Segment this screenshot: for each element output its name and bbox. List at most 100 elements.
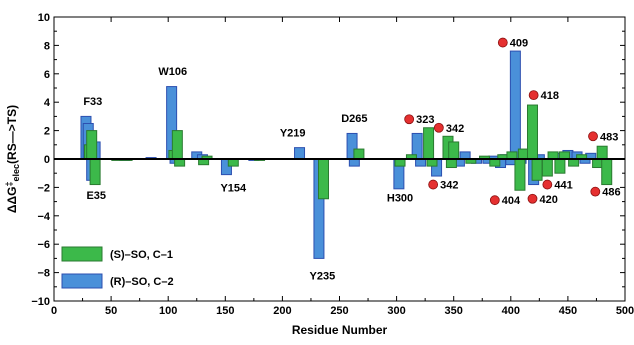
x-tick-label: 350 — [445, 305, 463, 317]
bar — [526, 104, 538, 160]
bar — [423, 127, 435, 160]
site-marker: 323 — [404, 114, 435, 126]
bar — [489, 158, 501, 167]
bar — [353, 148, 365, 160]
residue-label: D265 — [341, 113, 367, 125]
bar — [171, 130, 183, 160]
site-marker-label: 420 — [539, 194, 557, 206]
site-marker: 342 — [428, 179, 459, 192]
site-marker-dot — [528, 90, 539, 100]
site-marker-dot — [542, 179, 553, 190]
y-tick-label: −4 — [37, 211, 50, 223]
site-marker-label: 486 — [602, 187, 620, 199]
site-marker-dot — [588, 131, 598, 142]
site-marker-label: 409 — [510, 38, 528, 50]
bar — [86, 130, 98, 160]
site-marker-label: 418 — [541, 90, 559, 102]
y-tick-label: 6 — [44, 69, 50, 81]
y-tick-label: −10 — [31, 296, 50, 308]
x-tick-label: 250 — [330, 305, 348, 317]
y-tick-label: 2 — [44, 126, 50, 138]
site-marker-label: 342 — [440, 180, 458, 192]
legend-swatch — [61, 246, 103, 262]
bar — [394, 158, 406, 167]
y-tick-label: −8 — [37, 268, 50, 280]
bar — [596, 145, 608, 160]
site-marker: 418 — [528, 90, 559, 102]
x-axis-title: Residue Number — [292, 323, 388, 337]
bar — [459, 151, 471, 160]
x-tick-label: 500 — [616, 305, 634, 317]
bar — [509, 50, 521, 160]
site-marker: 409 — [497, 37, 528, 50]
bar — [448, 141, 460, 160]
site-marker: 483 — [588, 131, 618, 143]
site-marker-label: 441 — [554, 180, 572, 192]
bar — [592, 158, 604, 169]
site-marker-label: 323 — [416, 114, 434, 126]
bar — [348, 158, 360, 167]
site-marker-label: 404 — [502, 195, 521, 207]
x-tick-label: 0 — [51, 305, 57, 317]
site-marker-dot — [527, 193, 538, 204]
residue-label: F33 — [83, 96, 102, 108]
bar — [318, 158, 330, 200]
site-marker-label: 483 — [600, 131, 618, 143]
bar — [558, 151, 570, 160]
site-marker-dot — [433, 122, 444, 133]
y-axis-title: ΔΔG‡elec(RS—>TS) — [4, 105, 21, 213]
bar — [568, 158, 580, 167]
site-marker: 486 — [590, 186, 621, 199]
site-marker-label: 342 — [446, 123, 464, 135]
site-marker: 342 — [433, 122, 464, 135]
legend-label: (R)–SO, C–2 — [110, 276, 174, 288]
x-tick-label: 450 — [559, 305, 577, 317]
bar — [531, 158, 543, 181]
site-marker: 420 — [527, 193, 558, 206]
legend-label: (S)–SO, C–1 — [110, 249, 173, 261]
bar — [547, 151, 559, 160]
bar — [89, 158, 101, 186]
x-tick-label: 100 — [159, 305, 177, 317]
bar — [506, 151, 518, 160]
y-tick-label: −2 — [37, 182, 50, 194]
bar — [174, 158, 186, 167]
legend: (S)–SO, C–1 (R)–SO, C–2 — [61, 246, 174, 289]
legend-swatch — [61, 273, 103, 289]
bar — [514, 158, 526, 191]
site-marker-dot — [489, 195, 500, 206]
residue-label: H300 — [387, 193, 413, 205]
residue-label: Y219 — [280, 127, 306, 139]
bar — [415, 158, 427, 167]
y-tick-label: −6 — [37, 239, 50, 251]
site-marker-dot — [428, 179, 439, 190]
residue-label: Y154 — [220, 183, 247, 195]
bar — [601, 158, 613, 186]
y-tick-label: 10 — [38, 12, 50, 24]
y-tick-label: 4 — [44, 97, 51, 109]
residue-label: W106 — [158, 66, 187, 78]
bar — [426, 158, 438, 167]
y-tick-label: 8 — [44, 40, 50, 52]
site-marker-dot — [404, 114, 415, 125]
x-tick-label: 50 — [105, 305, 117, 317]
x-tick-label: 200 — [273, 305, 291, 317]
bar — [517, 148, 529, 160]
y-tick-label: 0 — [44, 154, 50, 166]
site-marker-dot — [590, 186, 601, 197]
bar — [541, 158, 553, 177]
site-marker: 441 — [542, 179, 573, 192]
bar — [554, 158, 566, 174]
bar — [445, 158, 457, 169]
x-tick-label: 300 — [387, 305, 405, 317]
y-axis-title-text: ΔΔG‡elec(RS—>TS) — [4, 105, 21, 213]
residue-label: Y235 — [310, 271, 336, 283]
x-tick-label: 400 — [502, 305, 520, 317]
site-marker: 404 — [489, 195, 521, 207]
residue-label: E35 — [86, 190, 106, 202]
site-marker-dot — [497, 37, 508, 48]
bar — [294, 147, 306, 160]
bar — [227, 158, 239, 167]
